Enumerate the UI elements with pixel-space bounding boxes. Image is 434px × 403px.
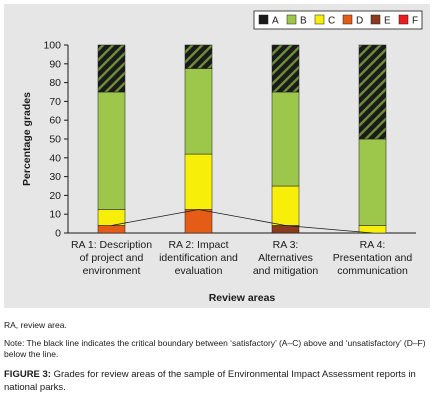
- y-tick-label: 60: [49, 115, 61, 127]
- y-axis-title: Percentage grades: [21, 92, 33, 186]
- category-label-line: RA 1: Description: [71, 239, 152, 251]
- bar-segment-A: [97, 44, 126, 93]
- category-label-line: communication: [337, 265, 408, 277]
- axes: 0 10 20 30 40 50 60 70 80 90 100: [43, 40, 416, 240]
- category-label-line: Presentation and: [333, 252, 413, 264]
- category-label-line: and mitigation: [253, 265, 319, 277]
- category-label-line: identification and: [159, 252, 238, 264]
- figure-label: FIGURE 3:: [4, 369, 51, 380]
- y-tick-label: 0: [55, 228, 61, 240]
- category-label: RA 2: Impact identification and evaluation: [159, 239, 238, 277]
- category-label-line: RA 4:: [360, 239, 386, 251]
- legend-swatch-D: [342, 14, 353, 25]
- figure-caption: FIGURE 3: Grades for review areas of the…: [4, 368, 430, 394]
- legend-swatch-E: [370, 14, 381, 25]
- legend-swatch-B: [286, 14, 297, 25]
- category-label: RA 3: Alternatives and mitigation: [253, 239, 319, 277]
- y-tick-label: 70: [49, 96, 61, 108]
- abbreviation-note: RA, review area.: [4, 320, 67, 330]
- critical-boundary-line: [111, 209, 373, 234]
- y-tick-label: 80: [49, 77, 61, 89]
- category-label-line: RA 3:: [273, 239, 299, 251]
- bars: [97, 44, 387, 234]
- legend-label-D: D: [356, 16, 363, 27]
- category-label-line: Alternatives: [258, 252, 313, 264]
- legend-swatch-A: [258, 14, 269, 25]
- chart-panel: A B C D E F 0 10 20 30 40 50 60 70 80 90 100 RA 1: Desc…: [4, 4, 430, 308]
- bar-segment-D: [97, 225, 126, 234]
- y-tick-label: 30: [49, 171, 61, 183]
- y-tick-label: 10: [49, 209, 61, 221]
- y-tick-label: 90: [49, 58, 61, 70]
- bar-segment-A: [271, 44, 300, 93]
- x-axis-title: Review areas: [209, 292, 276, 304]
- bar-segment-C: [271, 185, 300, 226]
- legend-label-B: B: [300, 16, 307, 27]
- bar-segment-B: [184, 68, 213, 155]
- labels: RA 1: Description of project and environme…: [21, 92, 412, 304]
- bar-segment-A: [184, 44, 213, 69]
- legend-label-A: A: [272, 16, 279, 27]
- legend: A B C D E F: [253, 10, 423, 30]
- y-tick-label: 100: [43, 40, 61, 52]
- category-label-line: environment: [83, 265, 141, 277]
- category-label: RA 1: Description of project and environme…: [71, 239, 152, 277]
- critical-line-note: Note: The black line indicates the criti…: [4, 338, 426, 359]
- stacked-bar-chart: A B C D E F 0 10 20 30 40 50 60 70 80 90 100 RA 1: Desc…: [21, 10, 423, 304]
- critical-line: [111, 209, 373, 234]
- bar-segment-B: [358, 138, 387, 226]
- y-tick-label: 50: [49, 134, 61, 146]
- category-label-line: of project and: [80, 252, 144, 264]
- bar-segment-A: [358, 44, 387, 140]
- bar-segment-C: [97, 209, 126, 226]
- y-tick-label: 40: [49, 152, 61, 164]
- bar-segment-D: [184, 209, 213, 234]
- category-label-line: RA 2: Impact: [168, 239, 228, 251]
- legend-label-C: C: [328, 16, 335, 27]
- bar-segment-C: [184, 153, 213, 210]
- y-tick-label: 20: [49, 190, 61, 202]
- legend-label-E: E: [384, 16, 391, 27]
- legend-label-F: F: [412, 16, 418, 27]
- bar-segment-B: [271, 91, 300, 187]
- bar-segment-B: [97, 91, 126, 210]
- figure-text: Grades for review areas of the sample of…: [4, 369, 416, 393]
- legend-swatch-C: [314, 14, 325, 25]
- legend-swatch-F: [398, 14, 409, 25]
- legend-box: [253, 10, 423, 30]
- category-label-line: evaluation: [175, 265, 223, 277]
- category-label: RA 4: Presentation and communication: [333, 239, 413, 277]
